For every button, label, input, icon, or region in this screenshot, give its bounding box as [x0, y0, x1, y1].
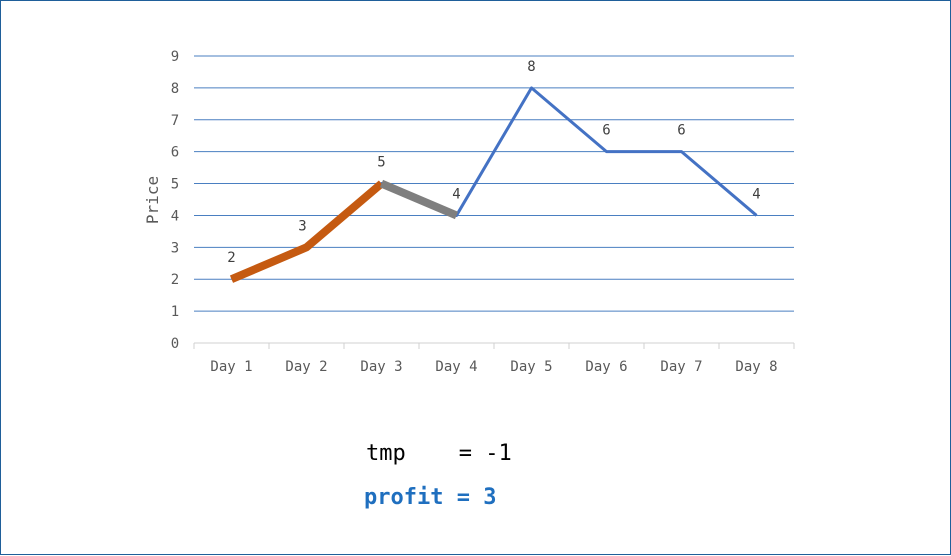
x-tick-labels: Day 1 Day 2 Day 3 Day 4 Day 5 Day 6 Day 7 Day 8 [210, 359, 777, 375]
highlighted-segment [379, 179, 459, 220]
y-tick-label: 5 [171, 177, 179, 193]
x-tick-label: Day 7 [660, 359, 702, 375]
y-tick-label: 0 [171, 336, 179, 352]
y-tick-label: 9 [171, 49, 179, 65]
series-lines [229, 86, 758, 283]
y-axis-title: Price [143, 176, 162, 224]
x-tick-label: Day 5 [510, 359, 552, 375]
y-tick-label: 4 [171, 208, 179, 224]
y-tick-labels: 0 1 2 3 4 5 6 7 8 9 [171, 49, 179, 352]
x-tick-label: Day 3 [360, 359, 402, 375]
x-tick-label: Day 8 [735, 359, 777, 375]
y-tick-label: 6 [171, 145, 179, 161]
y-tick-label: 1 [171, 304, 179, 320]
profit-value-text: profit = 3 [364, 485, 497, 510]
data-label: 3 [298, 218, 306, 234]
gridlines [194, 55, 794, 312]
data-labels: 2 3 5 4 8 6 6 4 [227, 59, 760, 266]
data-label: 5 [377, 155, 385, 171]
data-label: 2 [227, 250, 235, 266]
data-label: 6 [677, 123, 685, 139]
y-tick-label: 2 [171, 272, 179, 288]
data-label: 6 [602, 123, 610, 139]
data-label: 4 [452, 186, 460, 202]
y-tick-label: 7 [171, 113, 179, 129]
data-label: 8 [527, 59, 535, 75]
tmp-value-text: tmp = -1 [366, 441, 512, 466]
x-tick-label: Day 6 [585, 359, 627, 375]
y-tick-label: 8 [171, 81, 179, 97]
x-tick-label: Day 1 [210, 359, 252, 375]
highlighted-segment [229, 180, 385, 283]
x-axis [193, 342, 795, 349]
x-tick-label: Day 4 [435, 359, 477, 375]
x-tick-label: Day 2 [285, 359, 327, 375]
y-tick-label: 3 [171, 240, 179, 256]
data-label: 4 [752, 186, 760, 202]
